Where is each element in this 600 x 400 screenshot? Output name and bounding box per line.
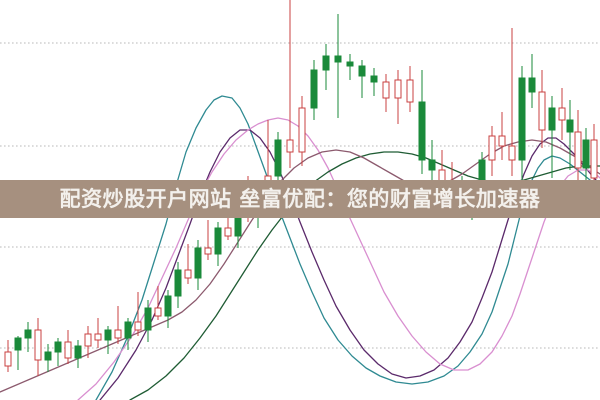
banner-text: 配资炒股开户网站 垒富优配：您的财富增长加速器	[59, 186, 541, 211]
candle-3	[34, 318, 42, 376]
watermark-banner: 配资炒股开户网站 垒富优配：您的财富增长加速器	[0, 180, 600, 218]
ma-line-MA-darkgreen	[129, 151, 600, 400]
candle-body	[14, 337, 22, 351]
candle-29	[298, 96, 306, 166]
candle-body	[310, 69, 318, 109]
candle-body	[224, 227, 232, 237]
candle-body	[298, 107, 306, 153]
candle-17	[174, 262, 182, 308]
candle-28	[286, 0, 294, 168]
candle-body	[418, 101, 426, 161]
candle-50	[528, 54, 536, 108]
candle-body	[84, 333, 92, 347]
candle-body	[104, 329, 112, 341]
candle-2	[24, 322, 32, 352]
candle-body	[184, 269, 192, 279]
candle-49	[518, 66, 526, 180]
candle-body	[538, 91, 546, 131]
candle-body	[174, 269, 182, 297]
candle-7	[74, 340, 82, 368]
candle-body	[370, 75, 378, 83]
candle-body	[508, 145, 516, 161]
candle-body	[590, 139, 598, 179]
candle-54	[566, 100, 574, 170]
candle-body	[346, 61, 354, 67]
candle-36	[382, 74, 390, 112]
candle-21	[214, 222, 222, 266]
candle-body	[54, 341, 62, 353]
candle-body	[154, 307, 162, 317]
candle-12	[124, 318, 132, 350]
candle-1	[14, 336, 22, 370]
candle-body	[518, 77, 526, 161]
candle-body	[214, 227, 222, 255]
candle-body	[44, 351, 52, 361]
candle-body	[488, 135, 496, 161]
candle-32	[334, 14, 342, 118]
candle-body	[194, 247, 202, 279]
candle-body	[406, 79, 414, 103]
candle-body	[528, 77, 536, 93]
candle-body	[204, 247, 212, 255]
candle-15	[154, 286, 162, 320]
candle-body	[164, 295, 172, 317]
candle-5	[54, 338, 62, 366]
candle-46	[488, 126, 496, 176]
candle-20	[204, 220, 212, 260]
candle-0	[4, 340, 12, 372]
candle-body	[4, 351, 12, 367]
candle-4	[44, 344, 52, 372]
candle-48	[508, 28, 516, 176]
candle-body	[582, 139, 590, 169]
candle-body	[24, 329, 32, 339]
candle-10	[104, 326, 112, 354]
candle-30	[310, 60, 318, 120]
candle-body	[358, 65, 366, 77]
candle-34	[358, 60, 366, 98]
candle-body	[558, 107, 566, 121]
candle-11	[114, 306, 122, 344]
candle-19	[194, 240, 202, 290]
candle-body	[286, 139, 294, 153]
candle-body	[34, 329, 42, 361]
candle-39	[418, 70, 426, 174]
candle-body	[498, 135, 506, 147]
candle-body	[114, 329, 122, 339]
candle-body	[64, 341, 72, 359]
candle-body	[428, 159, 436, 171]
candle-37	[394, 70, 402, 124]
candle-body	[144, 307, 152, 331]
candle-18	[184, 244, 192, 284]
candle-14	[144, 300, 152, 342]
candle-body	[334, 55, 342, 63]
candle-body	[94, 333, 102, 341]
candle-8	[84, 326, 92, 358]
candle-body	[322, 55, 330, 71]
candle-body	[274, 139, 282, 177]
candle-38	[406, 66, 414, 112]
candle-6	[64, 330, 72, 364]
candle-35	[370, 68, 378, 96]
candle-52	[548, 96, 556, 178]
candle-9	[94, 318, 102, 348]
candle-33	[346, 54, 354, 80]
candle-53	[558, 88, 566, 140]
candle-body	[134, 321, 142, 331]
candle-body	[548, 107, 556, 131]
candle-47	[498, 112, 506, 160]
candle-51	[538, 70, 546, 148]
candle-body	[574, 131, 582, 169]
candle-body	[74, 345, 82, 359]
candle-body	[566, 119, 574, 133]
candle-27	[274, 132, 282, 186]
candle-16	[164, 290, 172, 328]
candle-13	[134, 292, 142, 336]
candle-55	[574, 110, 582, 186]
candle-body	[394, 79, 402, 99]
candle-body	[382, 81, 390, 99]
candle-body	[124, 321, 132, 339]
candle-31	[322, 44, 330, 90]
